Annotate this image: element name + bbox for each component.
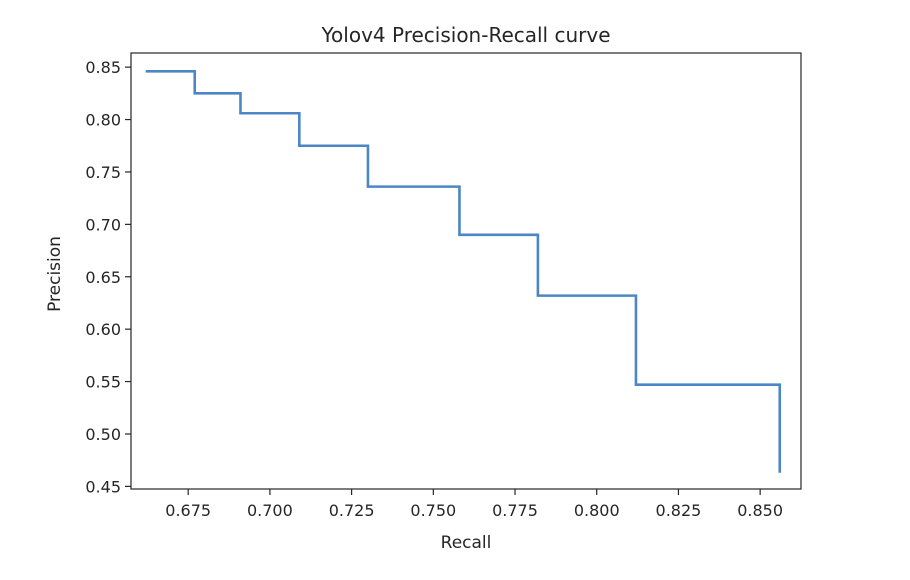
y-tick-label: 0.75 (85, 163, 121, 182)
y-axis-label: Precision (45, 236, 65, 312)
x-tick-label: 0.675 (165, 501, 211, 520)
y-tick-label: 0.55 (85, 373, 121, 392)
series-layer (145, 70, 782, 473)
y-tick-label: 0.65 (85, 268, 121, 287)
y-tick-label: 0.50 (85, 425, 121, 444)
y-tick-label: 0.85 (85, 58, 121, 77)
x-tick-label: 0.775 (492, 501, 538, 520)
precision-recall-line (145, 70, 782, 473)
x-tick-label: 0.700 (247, 501, 293, 520)
y-tick-label: 0.45 (85, 477, 121, 496)
plot-area (130, 52, 802, 490)
x-tick-label: 0.750 (410, 501, 456, 520)
y-axis: 0.45 0.50 0.55 0.60 0.65 0.70 0.75 0.80 0.85 (85, 58, 131, 496)
y-tick-label: 0.80 (85, 111, 121, 130)
x-axis: 0.675 0.700 0.725 0.750 0.775 0.800 0.825 0.850 (165, 489, 783, 520)
chart-title: Yolov4 Precision-Recall curve (320, 23, 610, 47)
x-axis-label: Recall (441, 533, 492, 553)
x-tick-label: 0.850 (737, 501, 783, 520)
x-tick-label: 0.825 (656, 501, 702, 520)
x-tick-label: 0.800 (574, 501, 620, 520)
y-tick-label: 0.60 (85, 320, 121, 339)
x-tick-label: 0.725 (329, 501, 375, 520)
y-tick-label: 0.70 (85, 215, 121, 234)
